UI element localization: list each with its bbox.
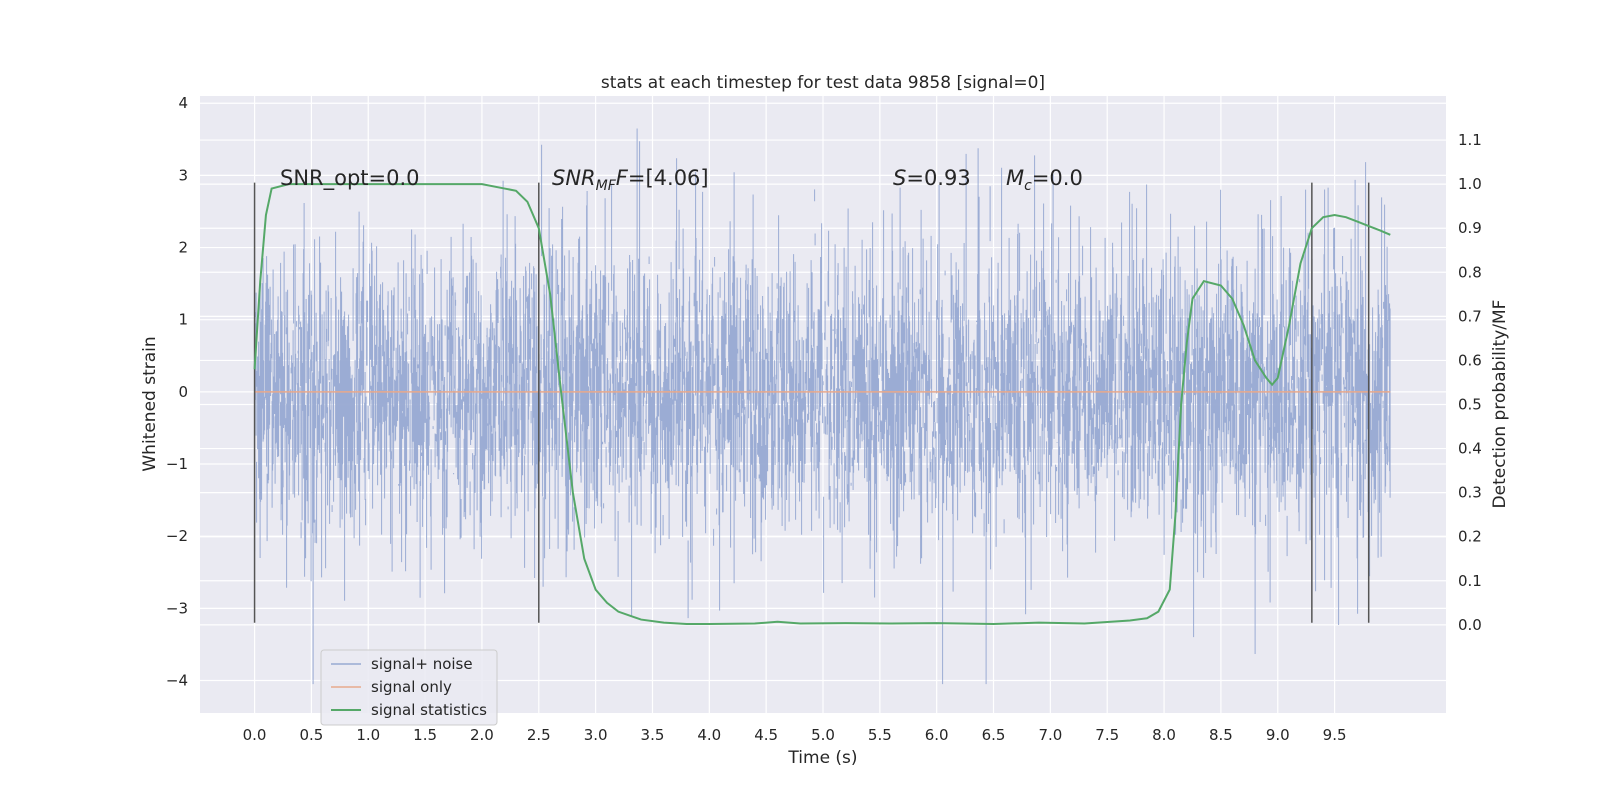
y2-tick-label: 1.1 xyxy=(1458,131,1482,149)
x-axis-label: Time (s) xyxy=(787,748,857,768)
legend-label-signal-noise: signal+ noise xyxy=(371,655,473,673)
y2-gridlines xyxy=(200,139,1446,626)
x-tick-label: 7.0 xyxy=(1038,726,1062,744)
x-tick-label: 1.5 xyxy=(413,726,437,744)
annotation-mc: Mc=0.0 xyxy=(1006,166,1083,194)
y-tick-label: −1 xyxy=(166,455,188,473)
x-tick-label: 9.0 xyxy=(1266,726,1290,744)
annotation-snr-mf: SNRMFF=[4.06] xyxy=(552,166,709,194)
marker-lines xyxy=(253,182,1370,623)
y-tick-label: 0 xyxy=(178,383,188,401)
y2-tick-label: 0.1 xyxy=(1458,572,1482,590)
x-tick-label: 3.5 xyxy=(641,726,665,744)
chart-title: stats at each timestep for test data 985… xyxy=(601,73,1045,93)
y-axis-label: Whitened strain xyxy=(140,336,160,471)
y2-tick-label: 1.0 xyxy=(1458,175,1482,193)
x-tick-label: 6.0 xyxy=(925,726,949,744)
y-tick-label: −2 xyxy=(166,527,188,545)
legend-box xyxy=(320,649,498,726)
x-tick-label: 5.5 xyxy=(868,726,892,744)
y-tick-label: −4 xyxy=(166,672,188,690)
y2-tick-label: 0.5 xyxy=(1458,396,1482,414)
x-tick-label: 4.0 xyxy=(697,726,721,744)
x-tick-label: 5.0 xyxy=(811,726,835,744)
y-tick-label: 2 xyxy=(178,239,188,257)
y2-tick-label: 0.7 xyxy=(1458,307,1482,325)
y-tick-label: 3 xyxy=(178,166,188,184)
y2-tick-label: 0.2 xyxy=(1458,528,1482,546)
legend-label-signal-only: signal only xyxy=(371,678,452,696)
x-tick-label: 8.5 xyxy=(1209,726,1233,744)
annotation-snr-opt: SNR_opt=0.0 xyxy=(280,166,420,191)
y-tick-label: 4 xyxy=(178,94,188,112)
x-tick-label: 6.5 xyxy=(982,726,1006,744)
x-tick-label: 2.5 xyxy=(527,726,551,744)
y2-tick-label: 0.3 xyxy=(1458,484,1482,502)
x-tick-label: 9.5 xyxy=(1323,726,1347,744)
y2-tick-label: 0.6 xyxy=(1458,351,1482,369)
x-tick-label: 0.0 xyxy=(243,726,267,744)
legend: signal+ noise signal only signal statist… xyxy=(320,649,498,726)
x-tick-label: 1.0 xyxy=(356,726,380,744)
annotation-s: S=0.93 xyxy=(893,166,971,190)
y2-tick-label: 0.8 xyxy=(1458,263,1482,281)
x-tick-label: 0.5 xyxy=(299,726,323,744)
x-tick-label: 7.5 xyxy=(1095,726,1119,744)
y2-axis-label: Detection probability/MF xyxy=(1490,300,1510,509)
x-tick-label: 8.0 xyxy=(1152,726,1176,744)
y2-tick-label: 0.0 xyxy=(1458,616,1482,634)
y-tick-labels: 4 3 2 1 0 −1 −2 −3 −4 xyxy=(166,94,188,689)
y2-tick-label: 0.9 xyxy=(1458,219,1482,237)
x-tick-label: 3.0 xyxy=(584,726,608,744)
x-tick-labels: 0.0 0.5 1.0 1.5 2.0 2.5 3.0 3.5 4.0 4.5 5.0 5.5 6.0 6… xyxy=(243,726,1347,744)
x-tick-label: 4.5 xyxy=(754,726,778,744)
y2-tick-label: 0.4 xyxy=(1458,440,1482,458)
y-tick-label: 1 xyxy=(178,311,188,329)
x-tick-label: 2.0 xyxy=(470,726,494,744)
y-tick-label: −3 xyxy=(166,599,188,617)
legend-label-signal-statistics: signal statistics xyxy=(371,701,487,719)
y2-tick-labels: 1.1 1.0 0.9 0.8 0.7 0.6 0.5 0.4 0.3 0.2 0.1 0.0 xyxy=(1458,131,1482,634)
series-signal-statistics xyxy=(253,183,1391,625)
